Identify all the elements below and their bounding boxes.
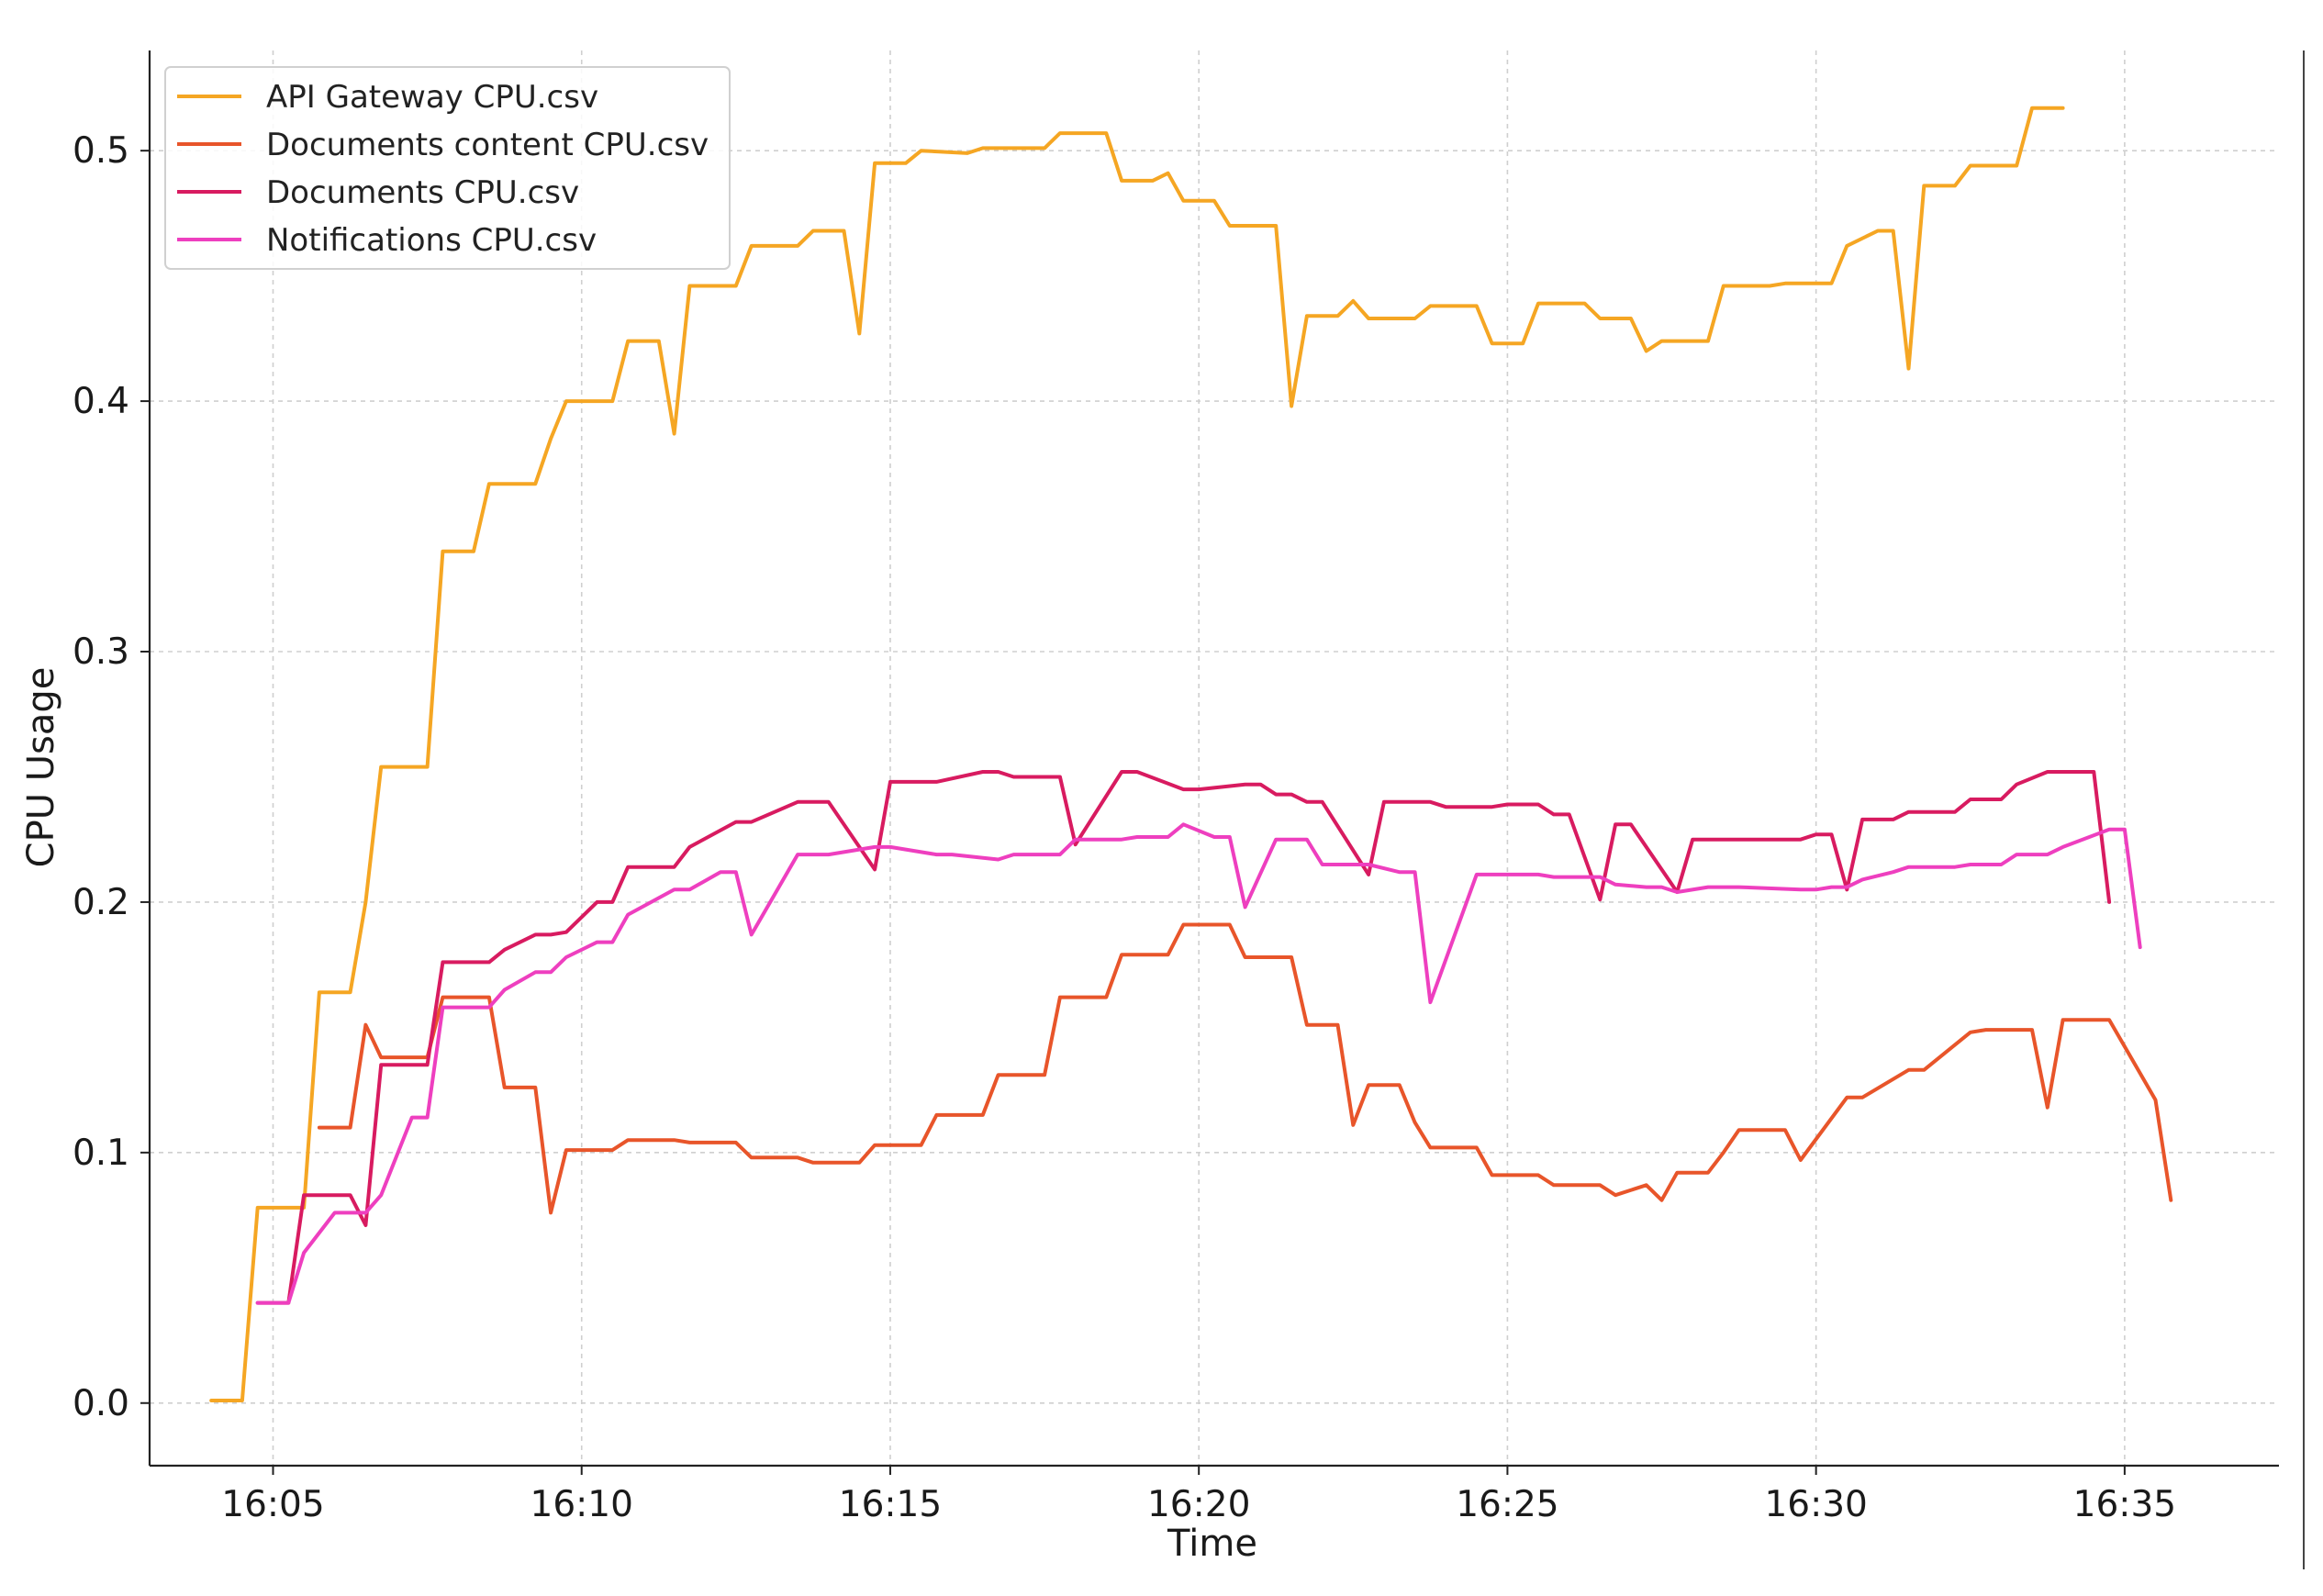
- y-axis-label: CPU Usage: [20, 667, 62, 868]
- legend-entry-label: Notifications CPU.csv: [266, 222, 597, 259]
- y-tick-label: 0.1: [73, 1133, 129, 1174]
- x-axis-label: Time: [1167, 1523, 1257, 1565]
- x-tick-label: 16:30: [1764, 1484, 1867, 1525]
- tick-labels: 0.0 0.1 0.2 0.3 0.4 0.5 16:05 16:10 16:15 16:20 16…: [73, 130, 2176, 1525]
- series-line-4: [255, 822, 2142, 1305]
- y-tick-label: 0.4: [73, 381, 129, 422]
- x-tick-label: 16:35: [2073, 1484, 2176, 1525]
- grid-lines: [150, 50, 2279, 1466]
- series-line-3: [255, 770, 2112, 1305]
- x-tick-label: 16:20: [1147, 1484, 1250, 1525]
- legend: API Gateway CPU.csv Documents content CPU…: [164, 66, 731, 270]
- legend-box: [164, 66, 731, 270]
- axes: [140, 50, 2305, 1569]
- y-tick-label: 0.5: [73, 130, 129, 172]
- x-tick-label: 16:05: [221, 1484, 324, 1525]
- series-line-1: [209, 106, 2065, 1402]
- legend-entry-label: Documents content CPU.csv: [266, 127, 709, 163]
- legend-entry-label: Documents CPU.csv: [266, 174, 579, 211]
- series-line-2: [317, 922, 2173, 1215]
- y-tick-label: 0.2: [73, 882, 129, 923]
- legend-entry-label: API Gateway CPU.csv: [266, 79, 598, 116]
- series-lines: [209, 106, 2173, 1402]
- x-tick-label: 16:10: [530, 1484, 633, 1525]
- y-tick-label: 0.0: [73, 1383, 129, 1424]
- x-tick-label: 16:15: [839, 1484, 942, 1525]
- x-tick-label: 16:25: [1456, 1484, 1558, 1525]
- y-tick-label: 0.3: [73, 631, 129, 673]
